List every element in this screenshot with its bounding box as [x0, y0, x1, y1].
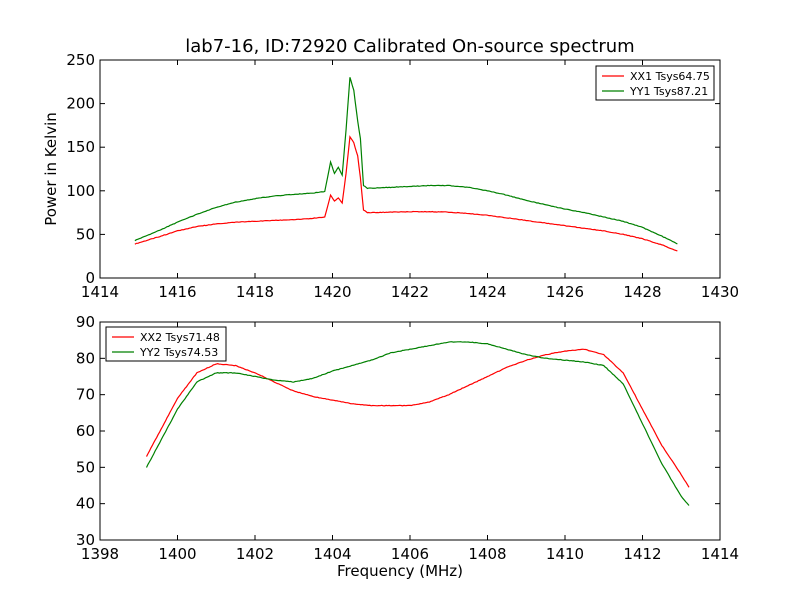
y-tick-label: 200	[66, 95, 95, 113]
x-tick-label: 1424	[468, 283, 506, 301]
y-tick-label: 50	[76, 225, 95, 243]
series-line-xx1	[134, 135, 678, 252]
x-tick-label: 1418	[236, 283, 274, 301]
legend-label: XX2 Tsys71.48	[140, 331, 220, 344]
y-tick-label: 250	[66, 51, 95, 69]
y-tick-label: 0	[85, 269, 95, 287]
x-tick-label: 1428	[623, 283, 661, 301]
y-axis-label: Power in Kelvin	[42, 112, 60, 226]
x-tick-label: 1408	[468, 545, 506, 563]
y-tick-label: 40	[76, 495, 95, 513]
legend-box	[595, 65, 715, 101]
series-line-yy2	[145, 341, 690, 506]
legend-label: YY2 Tsys74.53	[139, 346, 218, 359]
y-tick-label: 150	[66, 138, 95, 156]
x-tick-label: 1422	[391, 283, 429, 301]
x-tick-label: 1420	[313, 283, 351, 301]
x-tick-label: 1430	[701, 283, 739, 301]
legend-label: XX1 Tsys64.75	[630, 70, 710, 83]
y-tick-label: 100	[66, 182, 95, 200]
x-tick-label: 1398	[81, 545, 119, 563]
x-tick-label: 1414	[81, 283, 119, 301]
legend: XX2 Tsys71.48 YY2 Tsys74.53	[105, 326, 227, 362]
series-line-xx2	[145, 348, 690, 488]
chart-title: lab7-16, ID:72920 Calibrated On-source s…	[185, 36, 634, 57]
legend: XX1 Tsys64.75 YY1 Tsys87.21	[595, 65, 715, 101]
y-tick-label: 30	[76, 531, 95, 549]
legend-box	[105, 326, 227, 362]
y-tick-label: 70	[76, 386, 95, 404]
y-tick-label: 60	[76, 422, 95, 440]
x-tick-label: 1416	[158, 283, 196, 301]
x-tick-label: 1406	[391, 545, 429, 563]
y-tick-label: 50	[76, 458, 95, 476]
x-tick-label: 1404	[313, 545, 351, 563]
x-tick-label: 1410	[546, 545, 584, 563]
x-tick-label: 1414	[701, 545, 739, 563]
top-panel: 1414 1416 1418 1420 1422 1424 1426 1428 1430 0 50 1…	[42, 51, 739, 301]
y-tick-label: 80	[76, 349, 95, 367]
x-tick-label: 1402	[236, 545, 274, 563]
bottom-panel: 1398 1400 1402 1404 1406 1408 1410 1412 1414 30 40…	[76, 313, 739, 580]
series-line-yy1	[134, 77, 678, 245]
y-tick-label: 90	[76, 313, 95, 331]
legend-label: YY1 Tsys87.21	[629, 85, 708, 98]
x-tick-label: 1426	[546, 283, 584, 301]
x-tick-label: 1412	[623, 545, 661, 563]
x-tick-label: 1400	[158, 545, 196, 563]
x-axis-label: Frequency (MHz)	[337, 562, 463, 580]
